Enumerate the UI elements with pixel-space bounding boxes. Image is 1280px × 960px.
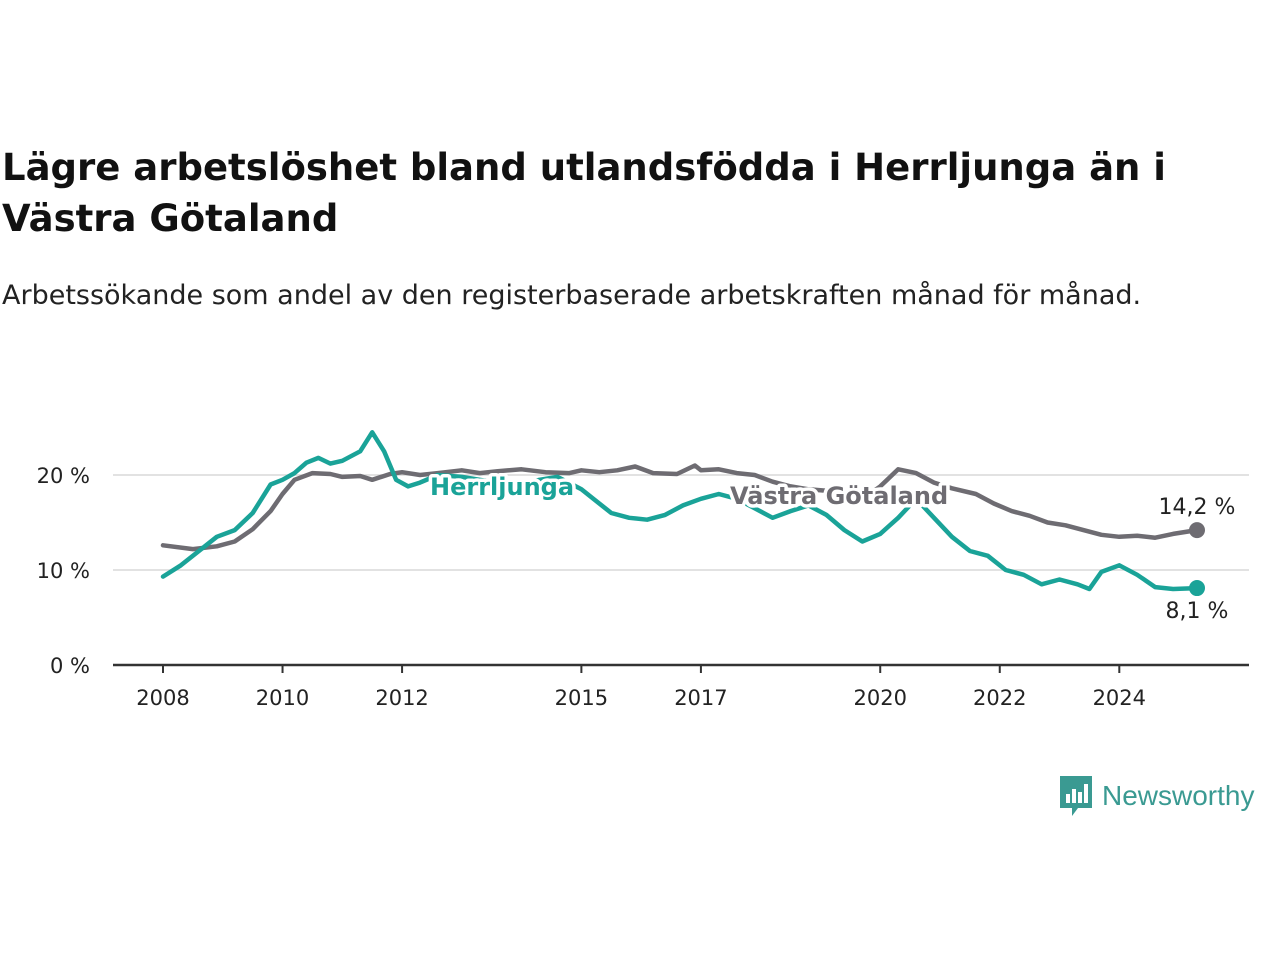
y-tick-label: 20 % [37,464,90,488]
y-axis-labels: 0 % 10 % 20 % [37,464,90,678]
end-value-herrljunga: 8,1 % [1166,599,1229,624]
end-point-vastra-gotaland [1189,522,1205,539]
x-tick-label: 2024 [1093,686,1146,710]
end-value-vastra-gotaland: 14,2 % [1159,495,1236,520]
series-line-herrljunga [160,430,1200,592]
series-line-vastra-gotaland [160,463,1200,552]
x-tick-label: 2022 [973,686,1026,710]
brand-name: Newsworthy [1102,780,1255,811]
end-point-herrljunga [1189,580,1205,597]
series-labels: Herrljunga Västra Götaland [427,470,952,514]
chart-subtitle: Arbetssökande som andel av den registerb… [2,280,1142,311]
x-tick-label: 2017 [674,686,727,710]
line-chart: 0 % 10 % 20 % 2008 2010 2012 2015 2017 2020 2022… [37,430,1249,710]
y-tick-label: 0 % [50,654,90,678]
brand-logo: Newsworthy [1058,774,1254,818]
x-tick-label: 2015 [555,686,608,710]
chart-title: Lägre arbetslöshet bland utlandsfödda i … [2,146,1166,240]
series-label-vastra-gotaland: Västra Götaland [730,482,948,510]
newsworthy-logo-icon [1060,776,1092,816]
x-tick-label: 2008 [136,686,189,710]
x-tick-label: 2020 [853,686,906,710]
x-axis: 2008 2010 2012 2015 2017 2020 2022 2024 [113,663,1249,710]
series-label-herrljunga: Herrljunga [430,473,574,501]
end-markers: 14,2 % 8,1 % [1159,495,1236,624]
x-tick-label: 2010 [256,686,309,710]
gridlines [113,474,1249,571]
y-tick-label: 10 % [37,559,90,583]
series-lines [160,430,1200,592]
x-tick-label: 2012 [375,686,428,710]
